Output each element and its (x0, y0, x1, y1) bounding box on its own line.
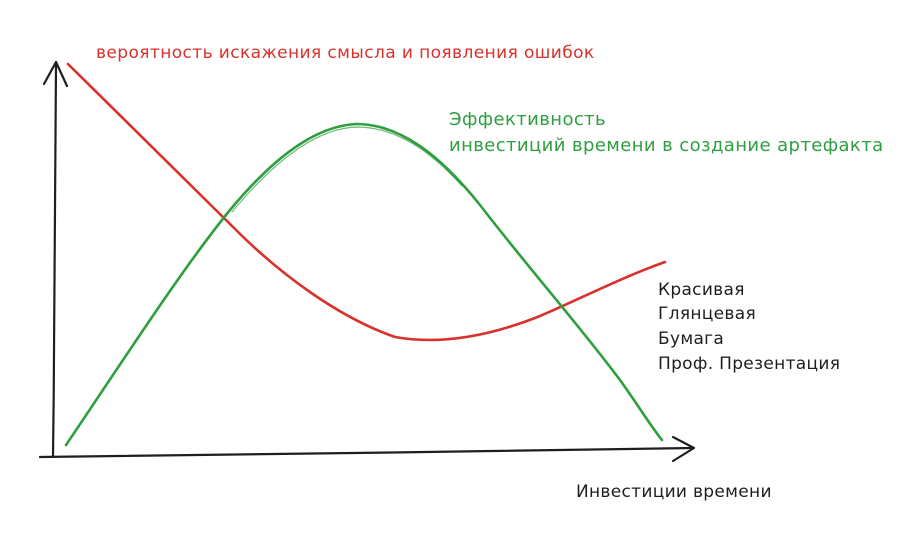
stack-label-line3: Бумага (658, 329, 724, 349)
stack-label-line1: Красивая (658, 280, 745, 300)
efficiency-label-line2: инвестиций времени в создание артефакта (449, 135, 884, 156)
efficiency-label-line1: Эффективность (449, 109, 606, 130)
stack-label-line4: Проф. Презентация (658, 354, 840, 374)
error-probability-label: вероятность искажения смысла и появления… (96, 43, 595, 63)
x-axis-arrowhead (671, 435, 696, 463)
axes (38, 60, 696, 463)
y-axis-arrowhead (42, 60, 69, 88)
x-axis (38, 446, 695, 459)
efficiency-curve (64, 122, 664, 447)
stack-label-line2: Глянцевая (658, 304, 756, 324)
efficiency-curve-sketch-stroke (231, 126, 463, 213)
y-axis (51, 63, 58, 458)
x-axis-label: Инвестиции времени (576, 482, 772, 502)
error-probability-curve (66, 62, 667, 342)
